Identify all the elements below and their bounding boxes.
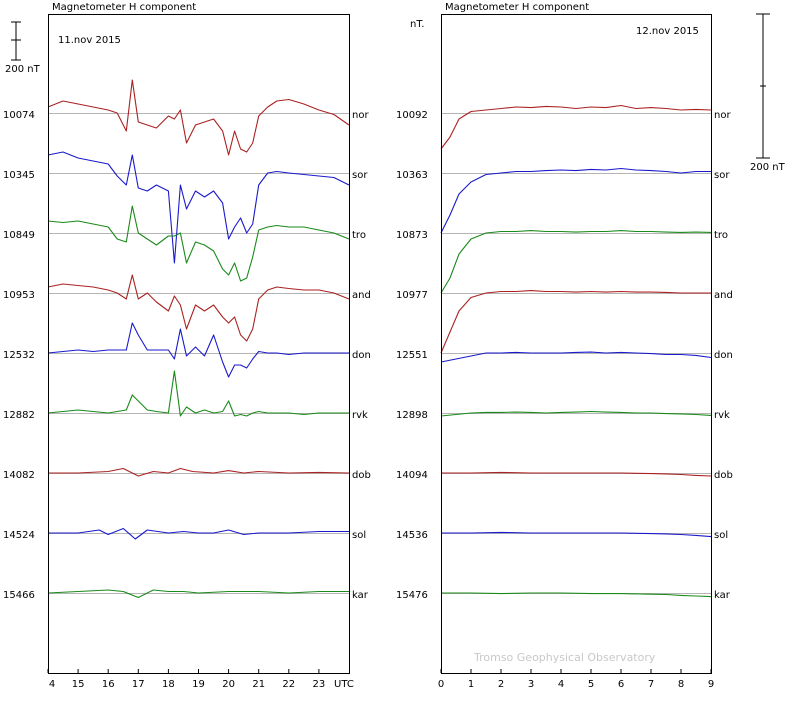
station-label: sor — [714, 170, 730, 181]
x-tick-label: 18 — [162, 679, 175, 690]
series-layer — [47, 79, 712, 599]
station-label: don — [714, 350, 733, 361]
series-nor — [47, 79, 350, 156]
station-label: rvk — [352, 410, 368, 421]
text-layer: 4 15 16 17 18 19 20 21 22 23nor10074sor10345tro10… — [3, 2, 786, 690]
date-label: 12.nov 2015 — [636, 26, 699, 37]
series-rvk — [440, 410, 712, 417]
chart-title: Magnetometer H component — [445, 2, 589, 13]
station-label: rvk — [714, 410, 730, 421]
baseline-value: 10873 — [396, 230, 428, 241]
x-tick-label: 0 — [438, 679, 444, 690]
series-and — [440, 290, 711, 354]
station-label: tro — [352, 230, 366, 241]
baseline-value: 14082 — [3, 470, 35, 481]
station-label: sor — [352, 170, 368, 181]
baseline-value: 15476 — [396, 590, 428, 601]
series-dob — [48, 467, 350, 477]
x-unit-label: UTC — [334, 679, 354, 690]
station-label: and — [714, 290, 733, 301]
baseline-value: 10849 — [3, 230, 35, 241]
x-tick-label: 4 — [49, 679, 55, 690]
scale-label: 200 nT — [750, 162, 786, 173]
station-label: kar — [714, 590, 731, 601]
station-label: sol — [352, 530, 366, 541]
series-sol — [441, 531, 712, 538]
series-don — [440, 351, 712, 363]
x-tick-label: 7 — [648, 679, 654, 690]
x-tick-label: 5 — [588, 679, 594, 690]
plot-frame — [48, 14, 350, 674]
chart-title: Magnetometer H component — [52, 2, 196, 13]
baseline-value: 14524 — [3, 530, 35, 541]
series-rvk — [47, 370, 349, 417]
x-tick-label: 17 — [132, 679, 145, 690]
station-label: don — [352, 350, 371, 361]
baseline-value: 10953 — [3, 290, 35, 301]
station-label: dob — [352, 470, 371, 481]
station-label: nor — [352, 110, 369, 121]
x-tick-label: 1 — [468, 679, 474, 690]
series-sor — [47, 151, 350, 264]
x-tick-label: 21 — [252, 679, 265, 690]
station-label: tro — [714, 230, 728, 241]
station-label: sol — [714, 530, 728, 541]
series-sor — [440, 167, 711, 234]
x-tick-label: 2 — [498, 679, 504, 690]
x-tick-label: 22 — [282, 679, 295, 690]
x-tick-label: 3 — [528, 679, 534, 690]
x-tick-label: 15 — [72, 679, 85, 690]
plot-frame — [441, 14, 712, 674]
baseline-layer — [48, 113, 711, 594]
frame-layer — [11, 13, 770, 674]
x-tick-label: 16 — [102, 679, 115, 690]
station-label: and — [352, 290, 371, 301]
series-kar — [441, 592, 712, 598]
baseline-value: 12551 — [396, 350, 428, 361]
baseline-value: 10074 — [3, 110, 35, 121]
x-tick-label: 20 — [222, 679, 235, 690]
x-tick-label: 6 — [618, 679, 624, 690]
series-and — [47, 274, 350, 342]
baseline-value: 15466 — [3, 590, 35, 601]
series-kar — [47, 589, 349, 599]
baseline-value: 12898 — [396, 410, 428, 421]
baseline-value: 14094 — [396, 470, 428, 481]
watermark: Tromso Geophysical Observatory — [473, 651, 656, 664]
series-sol — [48, 527, 349, 540]
baseline-value: 10092 — [396, 110, 428, 121]
series-dob — [441, 471, 712, 477]
baseline-value: 10977 — [396, 290, 428, 301]
baseline-value: 12882 — [3, 410, 35, 421]
baseline-value: 10345 — [3, 170, 35, 181]
x-tick-label: 23 — [313, 679, 326, 690]
date-label: 11.nov 2015 — [58, 35, 121, 46]
series-don — [47, 322, 349, 378]
series-tro — [440, 230, 712, 294]
station-label: dob — [714, 470, 733, 481]
x-tick-label: 19 — [192, 679, 205, 690]
series-nor — [440, 104, 712, 150]
station-label: nor — [714, 110, 731, 121]
unit-label: nT. — [410, 19, 424, 30]
series-tro — [47, 205, 350, 282]
x-tick-label: 4 — [558, 679, 564, 690]
baseline-value: 12532 — [3, 350, 35, 361]
scale-label: 200 nT — [5, 64, 41, 75]
x-tick-label: 8 — [678, 679, 684, 690]
baseline-value: 10363 — [396, 170, 428, 181]
baseline-value: 14536 — [396, 530, 428, 541]
station-label: kar — [352, 590, 369, 601]
x-tick-label: 9 — [708, 679, 714, 690]
